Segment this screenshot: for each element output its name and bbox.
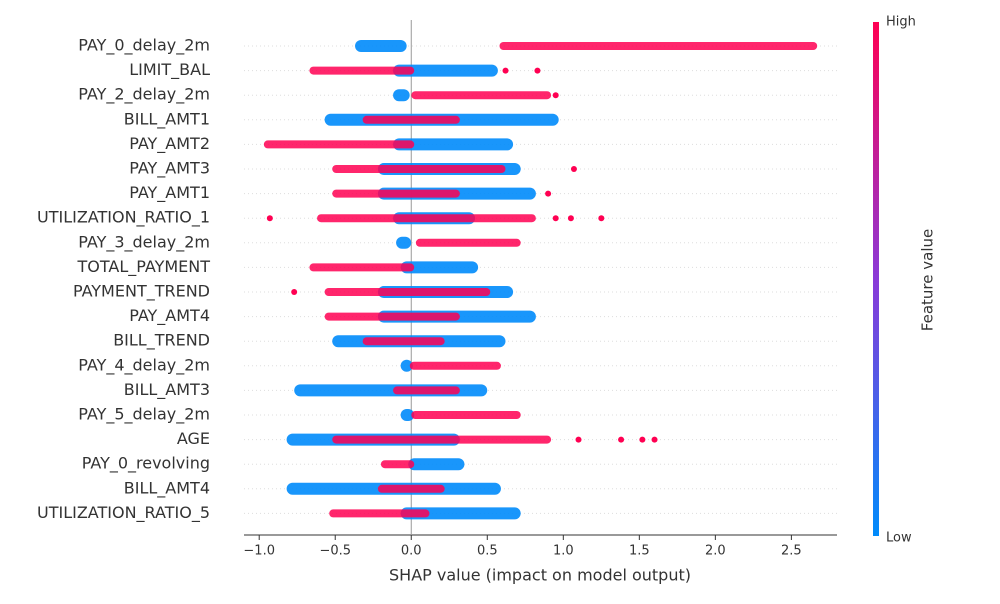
outlier-point [618, 436, 625, 443]
feature-label: BILL_AMT4 [124, 478, 210, 498]
feature-label: AGE [177, 429, 210, 448]
low-value-swarm [400, 359, 413, 372]
x-tick-label: 0.5 [477, 544, 498, 559]
high-value-swarm [324, 288, 491, 296]
low-value-swarm [393, 89, 410, 102]
x-tick-label: −1.0 [243, 544, 275, 559]
outlier-point [266, 215, 273, 222]
feature-label: PAY_0_delay_2m [78, 36, 210, 56]
high-value-swarm [332, 435, 552, 444]
outlier-point [502, 67, 509, 74]
high-value-swarm [362, 337, 445, 346]
high-value-swarm [332, 189, 460, 198]
x-tick-label: 1.0 [553, 544, 574, 559]
low-value-swarm [400, 261, 479, 274]
x-tick-label: −0.5 [319, 544, 351, 559]
outlier-point [291, 289, 298, 295]
low-value-swarm [396, 236, 412, 249]
high-value-swarm [362, 115, 460, 124]
high-value-swarm [332, 165, 506, 173]
feature-label: PAY_5_delay_2m [78, 405, 210, 425]
high-value-swarm [377, 484, 445, 493]
high-value-swarm [411, 411, 521, 419]
high-value-swarm [393, 386, 460, 395]
outlier-point [545, 190, 552, 197]
feature-label: UTILIZATION_RATIO_1 [37, 208, 210, 228]
feature-label: PAY_4_delay_2m [78, 355, 210, 375]
feature-label: PAY_AMT1 [129, 183, 210, 203]
outlier-point [639, 436, 646, 443]
high-value-swarm [309, 66, 415, 75]
high-value-swarm [380, 460, 415, 469]
colorbar-low: Low [886, 531, 912, 546]
feature-label: PAY_AMT3 [129, 159, 210, 179]
low-value-swarm [393, 64, 498, 77]
outlier-point [651, 436, 658, 443]
high-value-swarm [499, 42, 818, 50]
feature-label: LIMIT_BAL [129, 60, 210, 80]
outlier-point [570, 166, 577, 172]
x-tick-label: 2.5 [781, 544, 802, 559]
outlier-point [534, 67, 541, 74]
x-tick-label: 2.0 [705, 544, 726, 559]
outlier-point [552, 215, 559, 222]
high-value-swarm [317, 214, 536, 223]
feature-label: BILL_AMT1 [124, 109, 210, 129]
feature-label: BILL_TREND [113, 331, 210, 351]
high-value-swarm [415, 238, 521, 247]
low-value-swarm [355, 40, 407, 52]
high-value-swarm [324, 312, 460, 321]
outlier-point [598, 215, 605, 222]
colorbar-label: Feature value [919, 229, 937, 331]
outlier-point [567, 215, 574, 222]
high-value-swarm [409, 361, 501, 370]
high-value-swarm [411, 91, 552, 100]
high-value-swarm [309, 263, 415, 272]
feature-label: PAY_AMT4 [129, 306, 210, 326]
low-value-swarm [400, 507, 521, 520]
feature-label: PAY_2_delay_2m [78, 85, 210, 105]
feature-label: PAYMENT_TREND [73, 282, 210, 302]
low-value-swarm [400, 409, 415, 421]
high-value-swarm [329, 509, 430, 518]
outlier-point [575, 436, 582, 443]
colorbar-high: High [886, 15, 916, 30]
x-tick-label: 0.0 [401, 544, 422, 559]
low-value-swarm [408, 458, 465, 471]
high-value-swarm [263, 140, 415, 149]
colorbar [873, 22, 879, 536]
feature-label: UTILIZATION_RATIO_5 [37, 503, 210, 523]
low-value-swarm [393, 138, 514, 151]
feature-label: TOTAL_PAYMENT [76, 257, 210, 277]
feature-label: PAY_AMT2 [129, 134, 210, 154]
feature-label: BILL_AMT3 [124, 380, 210, 400]
outlier-point [552, 92, 559, 99]
feature-label: PAY_3_delay_2m [78, 232, 210, 252]
x-axis-label: SHAP value (impact on model output) [389, 566, 691, 585]
x-tick-label: 1.5 [629, 544, 650, 559]
feature-label: PAY_0_revolving [82, 454, 210, 474]
